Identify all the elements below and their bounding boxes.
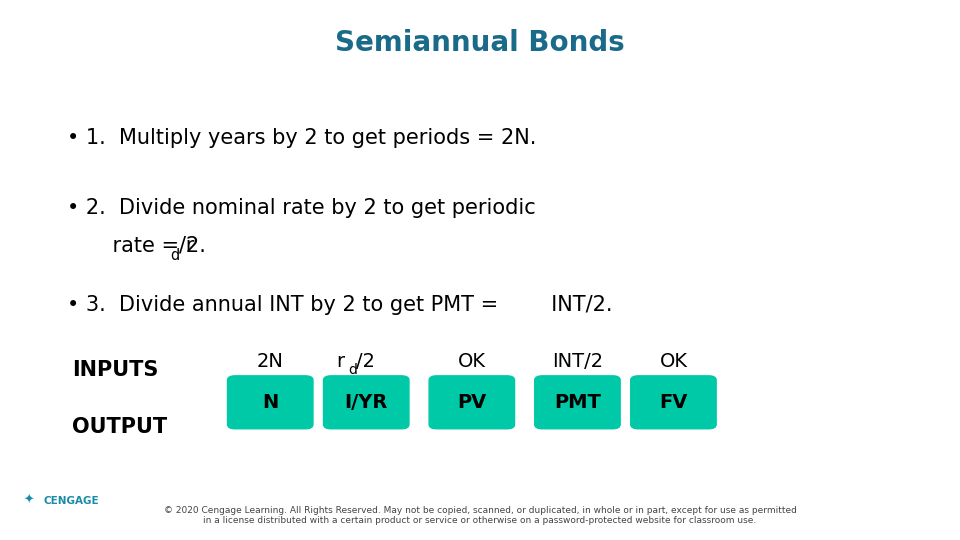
Text: FV: FV	[660, 393, 687, 412]
Text: OUTPUT: OUTPUT	[72, 416, 167, 437]
Text: rate = r: rate = r	[86, 235, 195, 256]
Text: INT/2: INT/2	[552, 352, 603, 372]
Text: INPUTS: INPUTS	[72, 360, 158, 380]
Text: OK: OK	[660, 352, 687, 372]
Text: ✦: ✦	[24, 494, 35, 507]
Text: r: r	[336, 352, 344, 372]
FancyBboxPatch shape	[535, 376, 620, 429]
FancyBboxPatch shape	[324, 376, 409, 429]
Text: N: N	[262, 393, 278, 412]
FancyBboxPatch shape	[631, 376, 716, 429]
Text: CENGAGE: CENGAGE	[43, 496, 99, 505]
Text: © 2020 Cengage Learning. All Rights Reserved. May not be copied, scanned, or dup: © 2020 Cengage Learning. All Rights Rese…	[163, 506, 797, 525]
Text: • 2.  Divide nominal rate by 2 to get periodic: • 2. Divide nominal rate by 2 to get per…	[67, 198, 536, 218]
Text: • 3.  Divide annual INT by 2 to get PMT =        INT/2.: • 3. Divide annual INT by 2 to get PMT =…	[67, 295, 612, 315]
Text: Semiannual Bonds: Semiannual Bonds	[335, 29, 625, 57]
Text: 2N: 2N	[257, 352, 283, 372]
Text: PMT: PMT	[554, 393, 601, 412]
Text: • 1.  Multiply years by 2 to get periods = 2N.: • 1. Multiply years by 2 to get periods …	[67, 127, 537, 148]
Text: d: d	[170, 248, 180, 263]
Text: OK: OK	[458, 352, 486, 372]
FancyBboxPatch shape	[429, 376, 515, 429]
Text: I/YR: I/YR	[345, 393, 388, 412]
Text: d: d	[348, 363, 357, 377]
Text: PV: PV	[457, 393, 487, 412]
FancyBboxPatch shape	[228, 376, 313, 429]
Text: /2: /2	[356, 352, 375, 372]
Text: /2.: /2.	[179, 235, 205, 256]
